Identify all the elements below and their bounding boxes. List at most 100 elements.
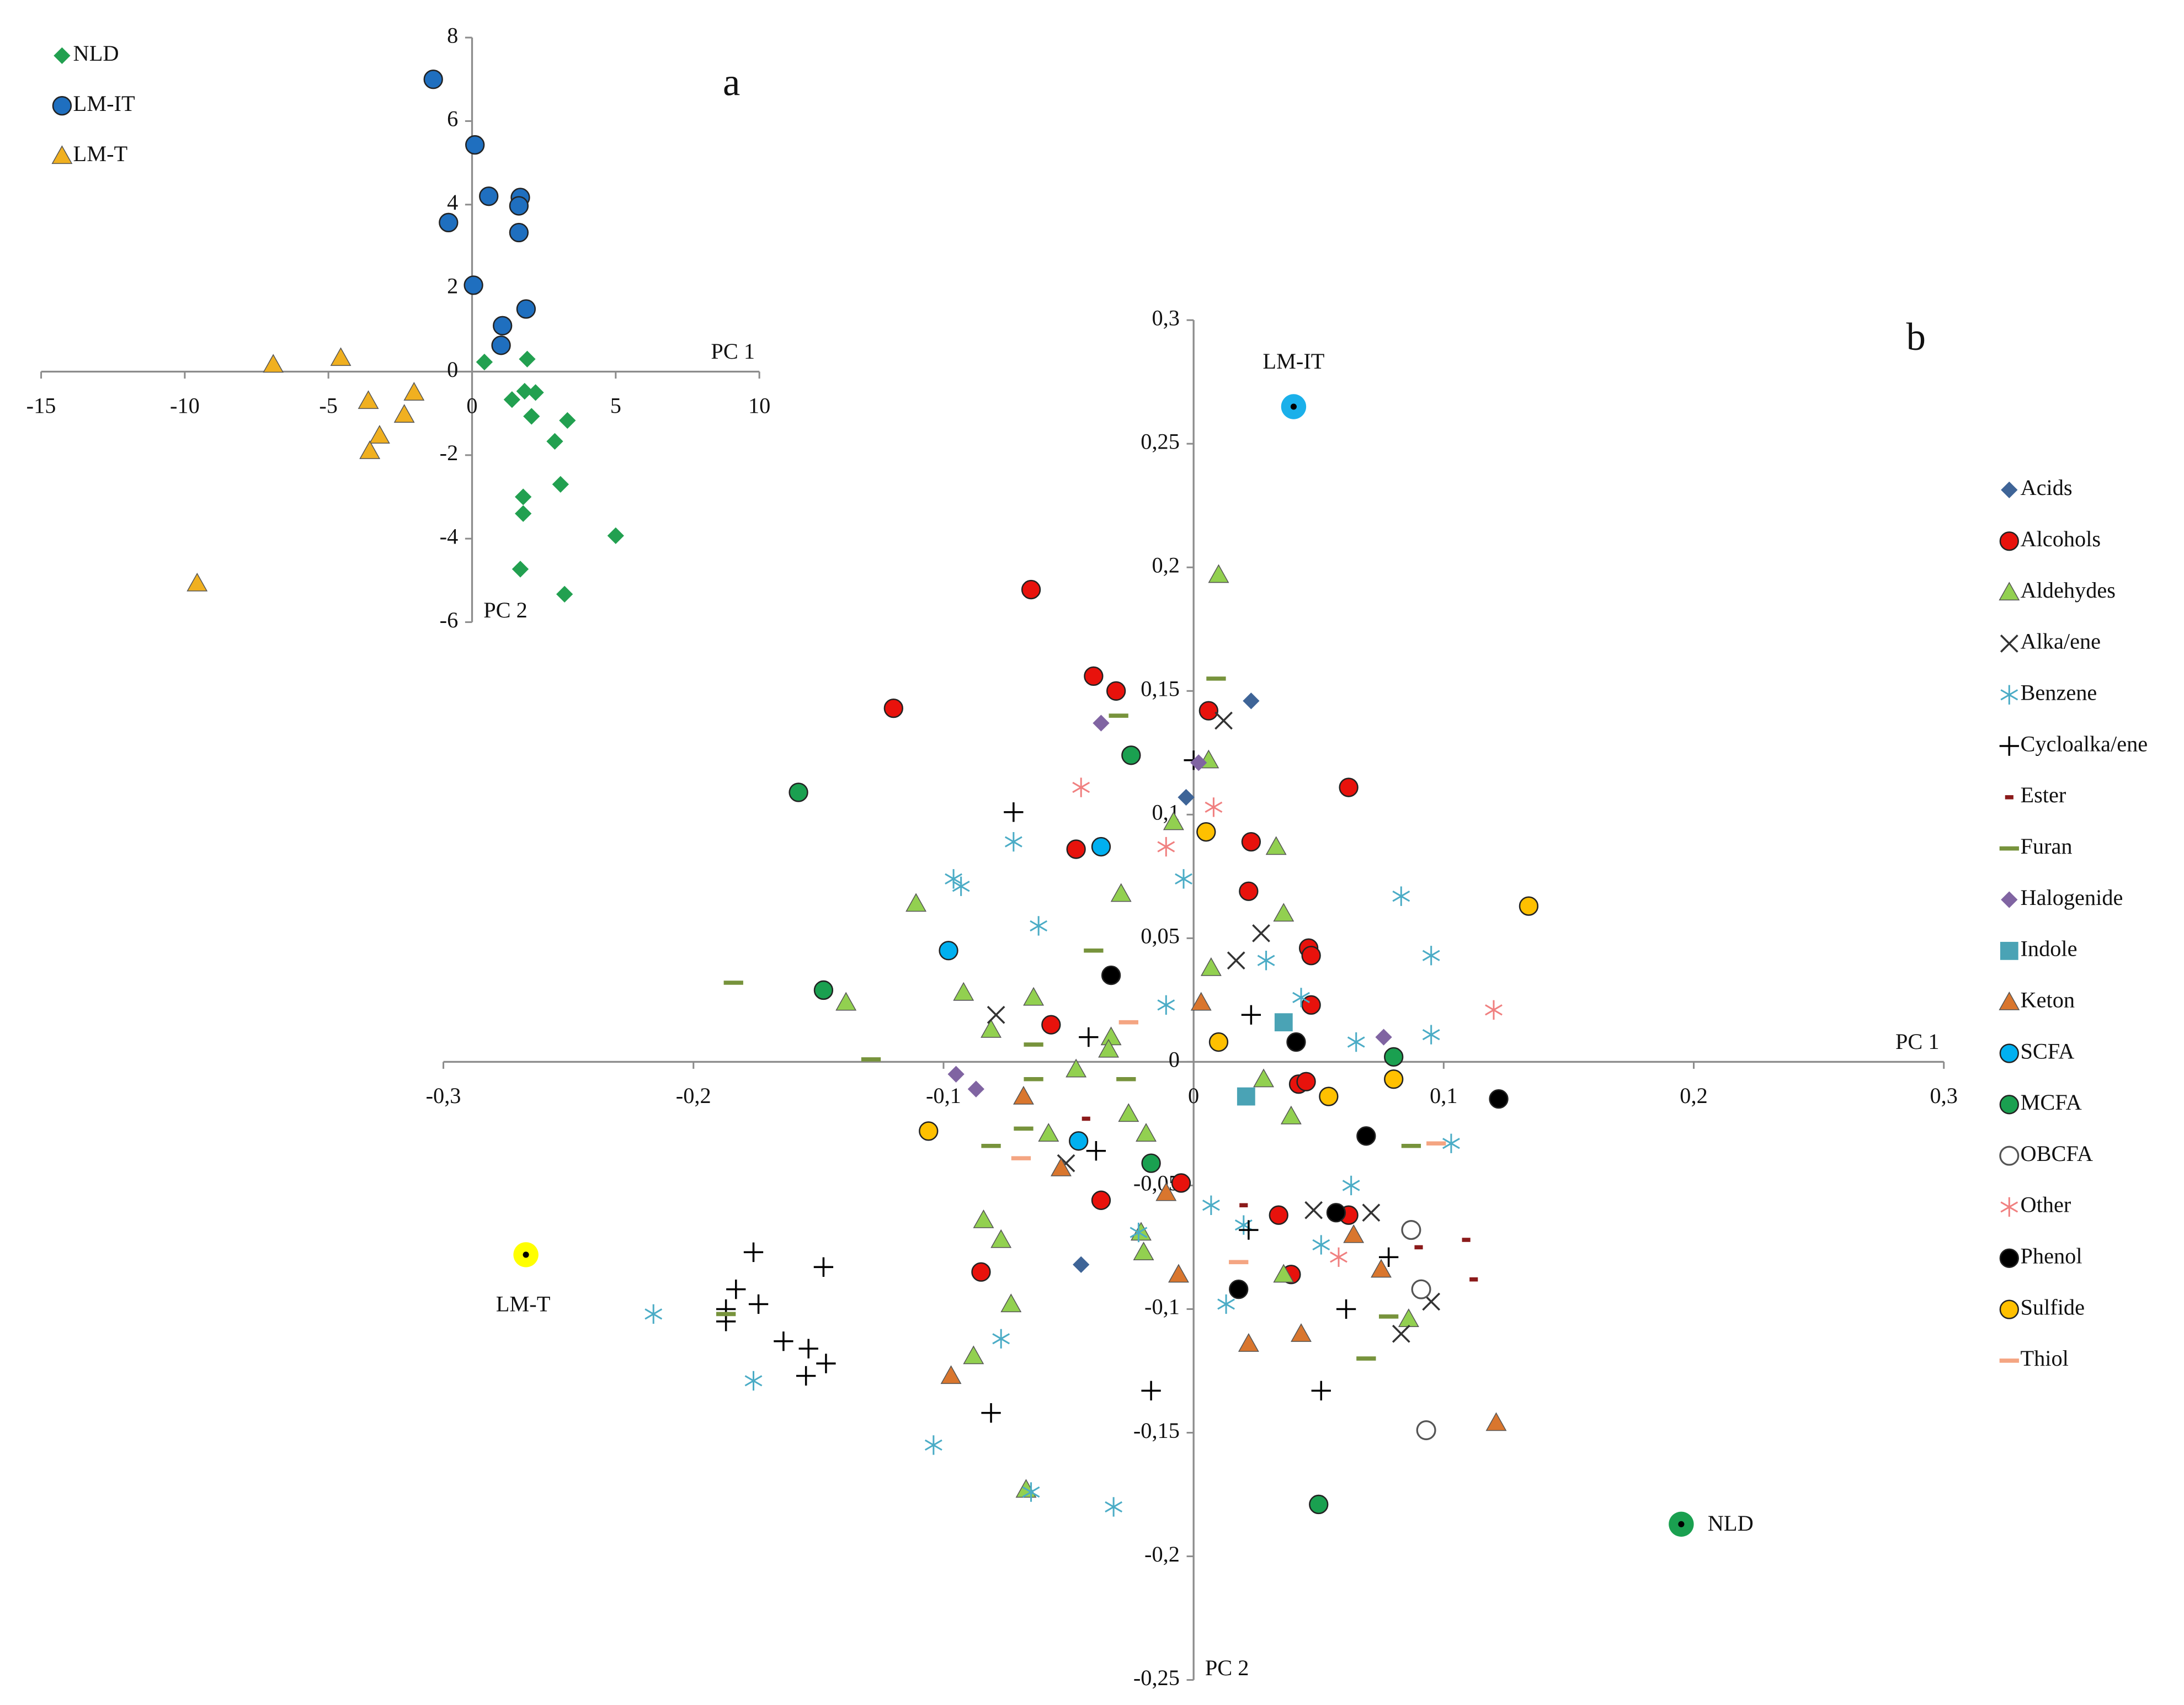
data-point [1098,1038,1119,1058]
data-point [1190,754,1207,771]
data-point [1175,869,1192,889]
data-point [1022,1482,1040,1502]
data-point [1375,1029,1392,1046]
data-point [1422,946,1440,966]
data-point [512,561,529,578]
data-point [1312,1235,1330,1255]
x-tick-label: 5 [610,393,621,418]
data-point [905,893,927,912]
data-point [990,1229,1012,1248]
data-point [813,980,834,1000]
data-point [1378,1247,1399,1267]
data-point [1030,916,1048,936]
data-point [1079,1027,1099,1047]
data-point [1398,1308,1419,1328]
data-point [1000,1293,1022,1313]
legend-label: LM-IT [73,91,135,116]
data-point [1141,1153,1161,1173]
legend-marker [1999,736,2019,756]
x-tick-label: -10 [170,393,200,418]
data-point [1291,1323,1312,1342]
data-point [987,1005,1005,1024]
data-point [479,187,499,206]
data-point [726,1279,746,1299]
data-point [743,1242,764,1262]
data-point [947,1065,965,1083]
data-point [952,876,970,896]
data-point [816,1354,836,1373]
data-point [491,335,511,355]
data-point [1023,987,1045,1006]
data-point [1286,1032,1306,1052]
data-point [1336,1299,1356,1319]
data-point [1069,1131,1089,1151]
data-point [992,1329,1010,1349]
data-point [1073,1256,1090,1273]
y-tick-label: -0,1 [1144,1294,1180,1319]
centroid-dot [1290,403,1297,410]
data-point [1274,1013,1293,1032]
data-point [493,316,513,335]
y-tick-label: 6 [447,106,458,131]
data-point [393,404,415,423]
x-tick-label: 10 [748,393,770,418]
legend-label: Keton [2020,987,2075,1012]
data-point [1093,715,1110,732]
data-point [519,350,536,367]
data-point [1485,1412,1507,1431]
y-tick-label: 0,25 [1141,429,1180,454]
data-point [1163,811,1184,830]
data-point [1121,745,1141,765]
legend-marker [2000,685,2018,705]
data-point [516,299,536,319]
data-point [1202,1195,1220,1215]
data-point [1401,1220,1421,1240]
data-point [1239,881,1259,901]
data-point [1343,1224,1365,1243]
centroid-dot [523,1251,529,1258]
y-tick-label: -2 [440,440,459,465]
data-point [945,869,962,889]
data-point [358,390,379,409]
data-point [1200,957,1222,976]
legend-marker [1999,1095,2019,1115]
centroid-label: NLD [1708,1511,1754,1536]
data-point [1101,965,1121,985]
data-point [1196,822,1216,842]
legend-marker [1999,1043,2019,1063]
data-point [971,1262,991,1282]
data-point [1319,1086,1339,1106]
data-point [1273,903,1295,922]
data-point [1392,886,1410,906]
data-point [1066,1058,1087,1078]
data-point [1205,797,1223,817]
legend-label: Acids [2020,475,2072,500]
data-point [1239,1220,1259,1240]
legend-marker [2000,1197,2018,1217]
data-point [607,527,624,545]
legend-label: Sulfide [2020,1294,2085,1319]
legend-marker [2001,891,2018,908]
data-point [1384,1069,1404,1089]
data-point [1050,1157,1072,1176]
data-point [1257,951,1275,971]
data-point [1339,777,1359,797]
y-tick-label: 0,3 [1152,305,1179,330]
data-point [527,384,544,401]
legend-label: Indole [2020,936,2077,961]
data-point [1227,951,1245,970]
data-point [1411,1279,1431,1299]
legend-marker [1999,1248,2019,1268]
data-point [1280,1105,1302,1125]
data-point [1208,564,1229,583]
data-point [1091,1190,1111,1210]
data-point [1091,836,1111,857]
y-tick-label: 0,15 [1141,676,1180,701]
data-point [1301,995,1321,1015]
data-point [359,440,381,459]
data-point [1110,883,1132,902]
data-point [1252,924,1270,942]
data-point [1237,1087,1255,1106]
y-tick-label: -0,25 [1133,1665,1180,1690]
data-point [1105,1497,1123,1517]
